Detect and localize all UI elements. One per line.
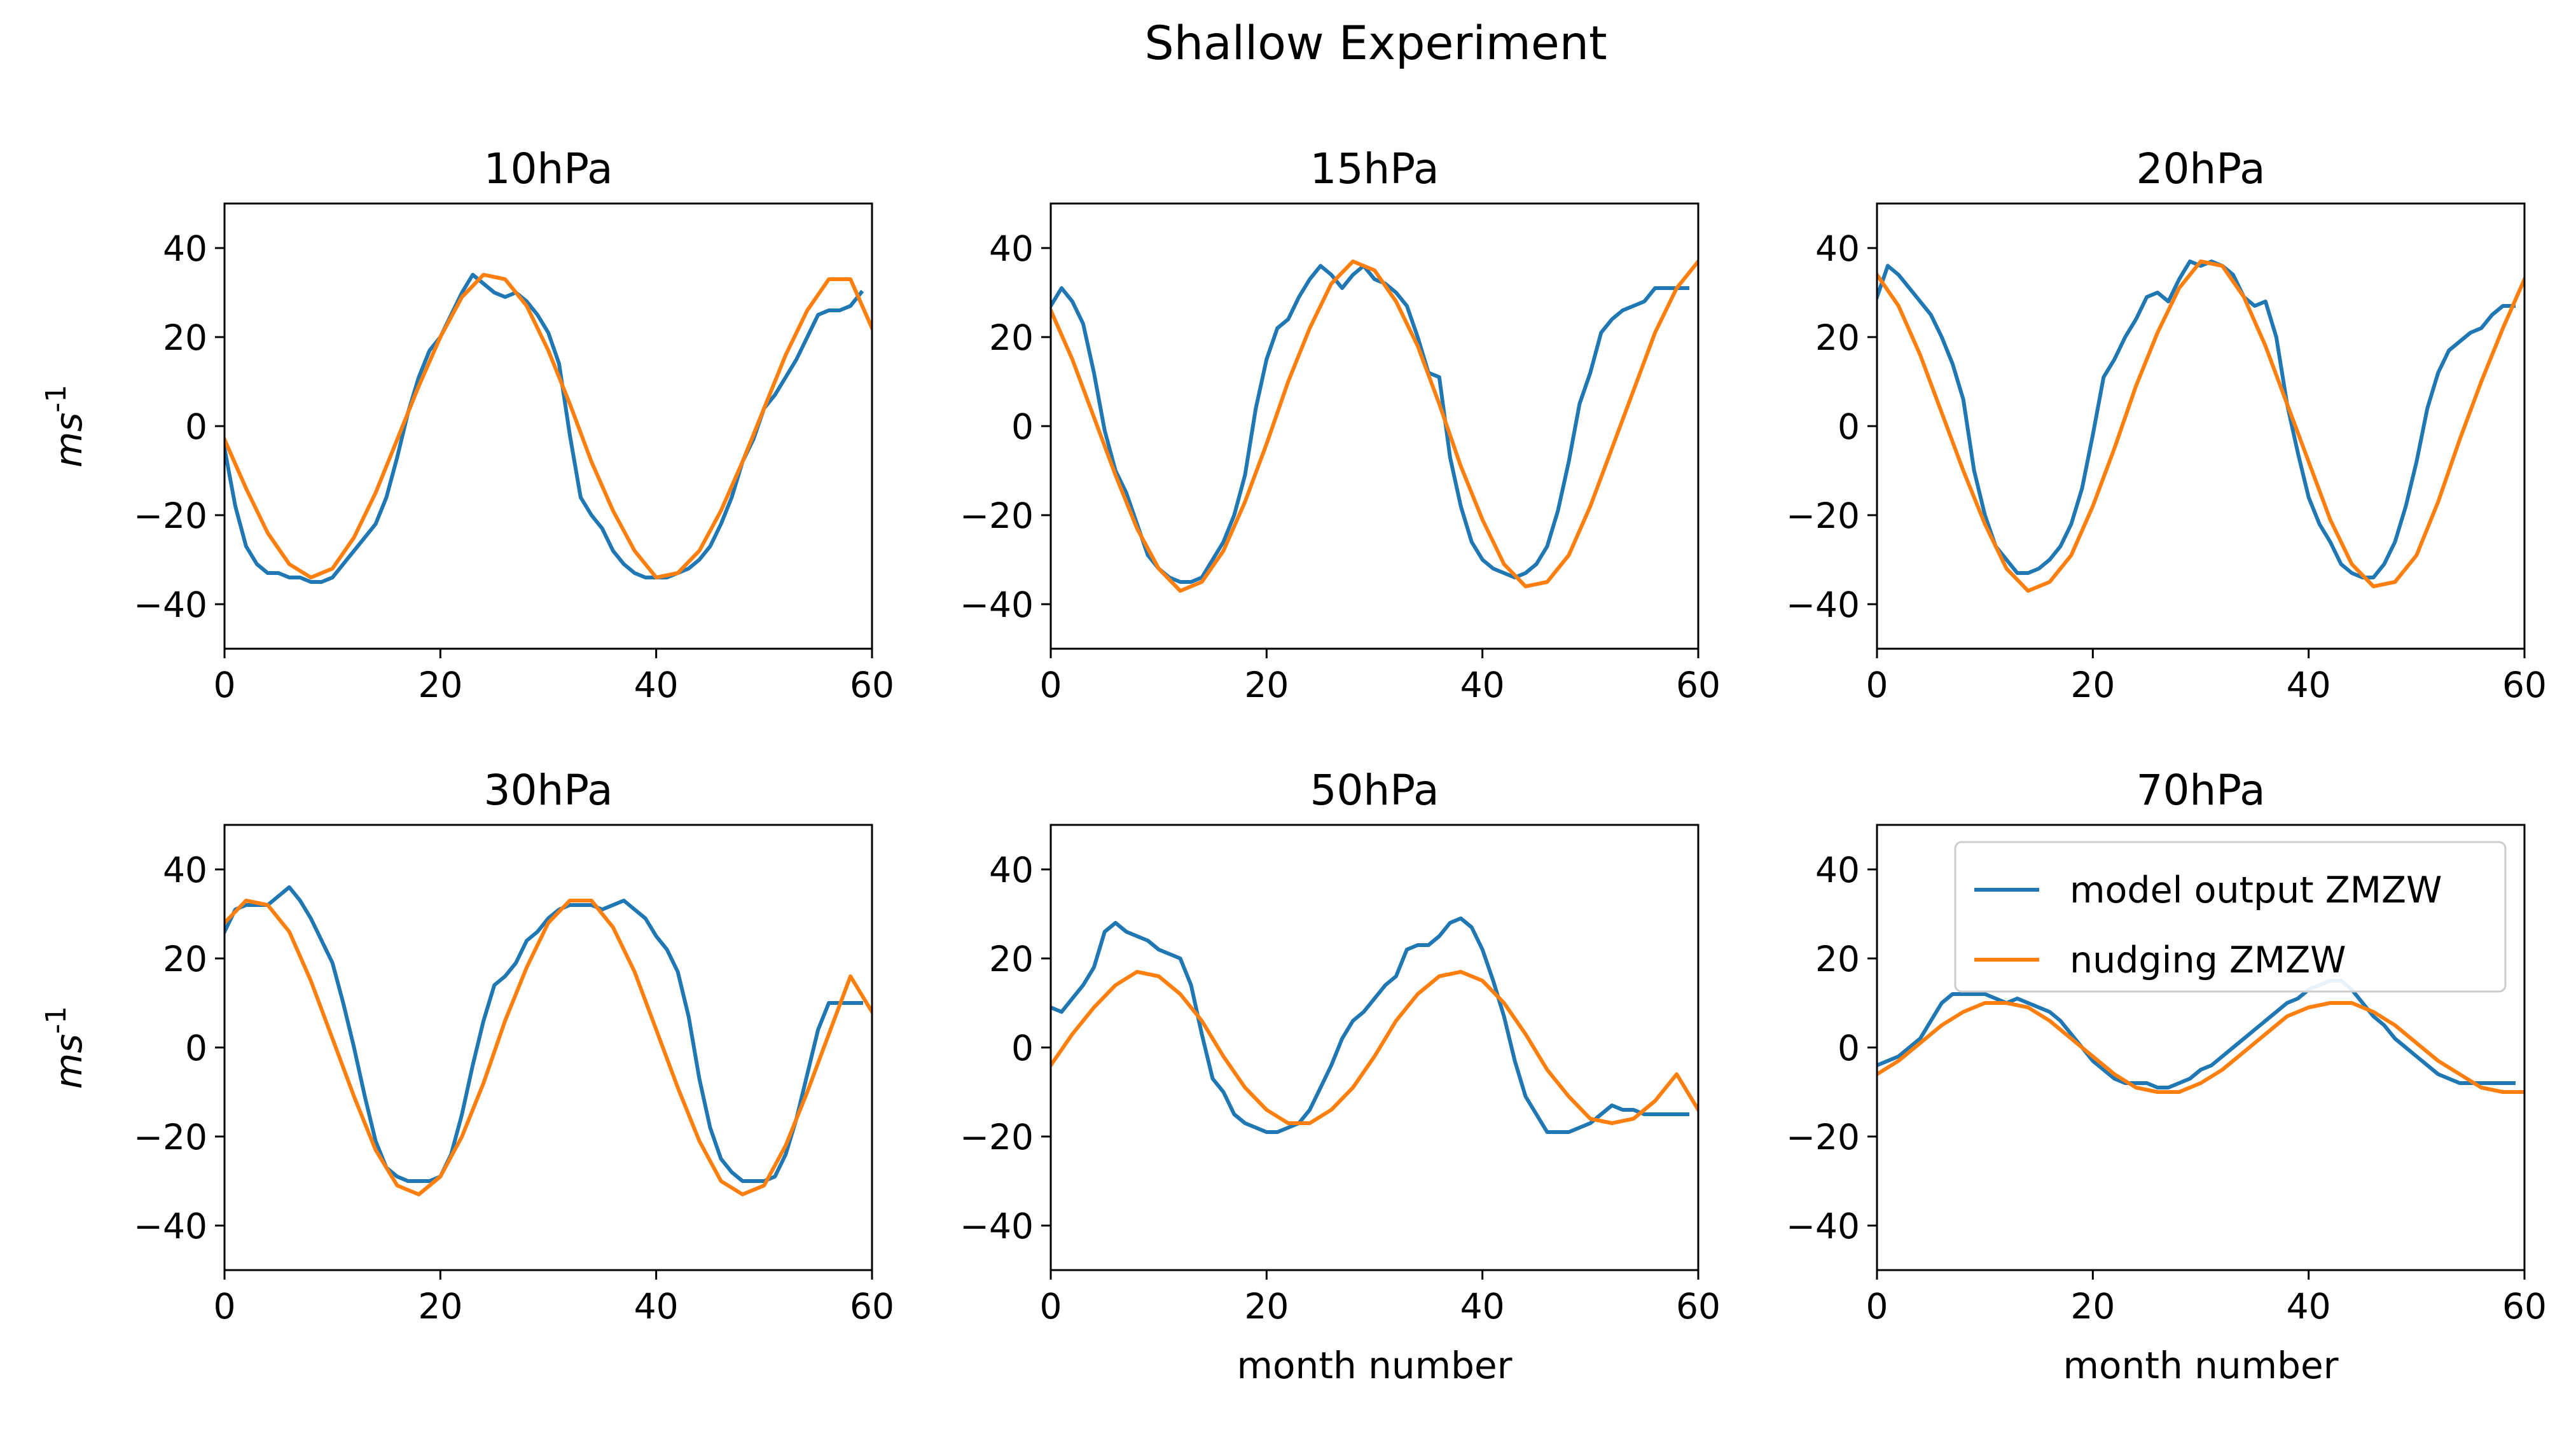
y-tick-label: 0 — [185, 1028, 207, 1068]
subplot-70hPa: 0 20 40 60 −40 −20 0 20 40 70hPa month number model… — [1786, 766, 2547, 1387]
x-tick-label: 20 — [418, 1286, 462, 1327]
y-tick-label: 0 — [1838, 1028, 1860, 1068]
series-line-model-output — [225, 885, 863, 1183]
x-tick-label: 60 — [2502, 665, 2547, 705]
y-tick-label: 0 — [185, 406, 207, 447]
y-tick-label: 0 — [1011, 1028, 1034, 1068]
y-tick-label: 0 — [1011, 406, 1034, 447]
subplot-title: 15hPa — [1310, 144, 1439, 193]
x-tick-label: 40 — [2287, 665, 2331, 705]
x-tick-label: 0 — [214, 1286, 236, 1327]
x-axis-label: month number — [2063, 1344, 2338, 1387]
x-tick-label: 40 — [2287, 1286, 2331, 1327]
x-tick-label: 0 — [1866, 1286, 1888, 1327]
y-tick-label: −40 — [1786, 584, 1860, 625]
y-tick-label: 20 — [1815, 317, 1860, 358]
y-tick-label: −40 — [960, 584, 1034, 625]
y-tick-label: −40 — [1786, 1206, 1860, 1247]
x-tick-label: 0 — [1040, 1286, 1062, 1327]
x-tick-label: 0 — [1040, 665, 1062, 705]
x-tick-label: 20 — [2070, 665, 2115, 705]
x-tick-label: 40 — [1460, 1286, 1505, 1327]
y-tick-label: −40 — [134, 1206, 207, 1247]
y-tick-label: 40 — [163, 228, 207, 269]
y-tick-label: 20 — [1815, 939, 1860, 979]
x-tick-label: 40 — [634, 1286, 679, 1327]
y-tick-label: 20 — [989, 317, 1034, 358]
series-line-nudging — [1051, 970, 1698, 1125]
x-tick-label: 20 — [1244, 1286, 1289, 1327]
legend-label: nudging ZMZW — [2070, 939, 2346, 981]
y-tick-label: −40 — [960, 1206, 1034, 1247]
y-tick-label: 20 — [989, 939, 1034, 979]
x-tick-label: 20 — [2070, 1286, 2115, 1327]
x-tick-label: 60 — [2502, 1286, 2547, 1327]
x-tick-label: 20 — [418, 665, 462, 705]
y-axis-label-base: ms — [47, 1034, 90, 1089]
y-tick-label: −40 — [134, 584, 207, 625]
subplot-title: 20hPa — [2136, 144, 2265, 193]
series-line-nudging — [1051, 258, 1698, 593]
subplot-10hPa: 0 20 40 60 −40 −20 0 20 40 10hPa ms-1 — [40, 144, 895, 705]
legend-label: model output ZMZW — [2070, 869, 2442, 911]
y-tick-label: −20 — [960, 495, 1034, 536]
y-tick-label: 40 — [989, 850, 1034, 890]
y-tick-label: 40 — [1815, 850, 1860, 890]
y-tick-label: −20 — [134, 1117, 207, 1158]
subplot-30hPa: 0 20 40 60 −40 −20 0 20 40 30hPa ms-1 — [40, 766, 895, 1327]
series-line-model-output — [1877, 979, 2516, 1089]
series-line-nudging — [225, 273, 872, 579]
x-tick-label: 40 — [1460, 665, 1505, 705]
subplot-title: 50hPa — [1310, 766, 1439, 815]
x-tick-label: 20 — [1244, 665, 1289, 705]
x-tick-label: 0 — [1866, 665, 1888, 705]
series-line-nudging — [1877, 259, 2524, 593]
legend: model output ZMZW nudging ZMZW — [1954, 841, 2507, 993]
y-tick-label: 0 — [1838, 406, 1860, 447]
x-tick-label: 40 — [634, 665, 679, 705]
series-line-nudging — [225, 899, 872, 1196]
y-tick-label: −20 — [960, 1117, 1034, 1158]
y-axis-label: ms-1 — [40, 1006, 91, 1089]
legend-frame — [1954, 841, 2507, 993]
y-tick-label: 20 — [163, 939, 207, 979]
y-tick-label: −20 — [1786, 495, 1860, 536]
y-tick-label: 20 — [163, 317, 207, 358]
x-tick-label: 60 — [850, 1286, 894, 1327]
y-tick-label: 40 — [1815, 228, 1860, 269]
y-axis-label-base: ms — [47, 413, 90, 468]
x-tick-label: 60 — [1676, 1286, 1721, 1327]
subplot-50hPa: 0 20 40 60 −40 −20 0 20 40 50hPa month number — [960, 766, 1721, 1387]
subplot-title: 70hPa — [2136, 766, 2265, 815]
x-axis-label: month number — [1236, 1344, 1512, 1387]
series-line-model-output — [1051, 916, 1689, 1134]
y-tick-label: −20 — [1786, 1117, 1860, 1158]
subplot-15hPa: 0 20 40 60 −40 −20 0 20 40 15hPa — [960, 144, 1721, 705]
y-tick-label: −20 — [134, 495, 207, 536]
y-axis-label-exponent: -1 — [40, 385, 73, 413]
series-line-nudging — [1877, 1001, 2524, 1094]
subplot-title: 30hPa — [483, 766, 613, 815]
y-tick-label: 40 — [989, 228, 1034, 269]
x-tick-label: 60 — [850, 665, 894, 705]
y-axis-label-exponent: -1 — [40, 1006, 73, 1034]
x-tick-label: 0 — [214, 665, 236, 705]
x-tick-label: 60 — [1676, 665, 1721, 705]
figure-suptitle: Shallow Experiment — [1144, 17, 1607, 71]
subplot-title: 10hPa — [483, 144, 613, 193]
series-line-model-output — [1877, 259, 2516, 579]
subplot-20hPa: 0 20 40 60 −40 −20 0 20 40 20hPa — [1786, 144, 2547, 705]
y-tick-label: 40 — [163, 850, 207, 890]
y-axis-label: ms-1 — [40, 385, 91, 468]
